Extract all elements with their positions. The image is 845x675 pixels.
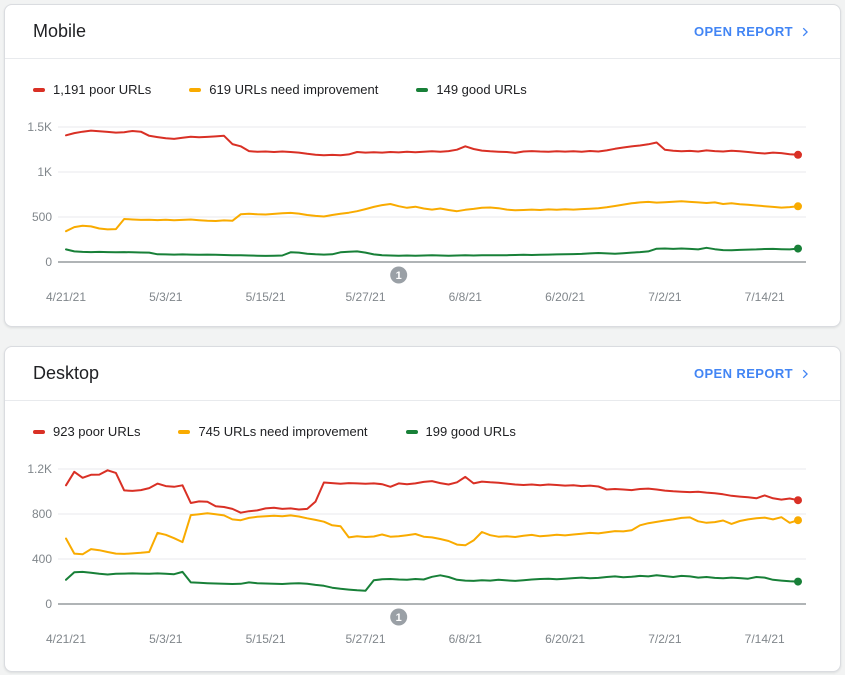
y-axis-label: 400 <box>32 552 52 566</box>
legend-label-good: 199 good URLs <box>425 424 516 439</box>
good-URLs-end-dot <box>794 244 802 253</box>
legend-label-poor: 1,191 poor URLs <box>53 82 152 97</box>
x-axis-label: 7/2/21 <box>648 632 682 646</box>
y-axis-label: 0 <box>45 597 52 611</box>
x-axis-label: 5/3/21 <box>149 632 183 646</box>
legend: 1,191 poor URLs 619 URLs need improvemen… <box>5 59 840 97</box>
x-axis-label: 6/20/21 <box>545 290 585 304</box>
x-axis-label: 6/8/21 <box>449 632 483 646</box>
open-report-label: OPEN REPORT <box>693 24 793 39</box>
good-URLs-end-dot <box>794 577 802 586</box>
x-axis-label: 5/27/21 <box>345 290 385 304</box>
chevron-right-icon <box>802 369 808 378</box>
svg-text:1: 1 <box>396 612 402 624</box>
poor-URLs-line <box>65 469 799 514</box>
legend-label-poor: 923 poor URLs <box>53 424 141 439</box>
x-axis-label: 7/14/21 <box>745 290 785 304</box>
x-axis-label: 6/20/21 <box>545 632 585 646</box>
annotation-marker[interactable]: 1 <box>390 266 408 284</box>
legend-marker-needs-improvement <box>189 87 202 92</box>
URLs-need-improvement-line <box>65 200 799 233</box>
x-axis-label: 6/8/21 <box>449 290 483 304</box>
legend-marker-poor <box>33 429 45 434</box>
annotation-marker[interactable]: 1 <box>390 608 408 626</box>
x-axis-label: 5/27/21 <box>345 632 385 646</box>
card-title: Desktop <box>33 363 100 383</box>
open-report-link[interactable]: OPEN REPORT <box>694 366 814 382</box>
x-axis-label: 5/3/21 <box>149 290 183 304</box>
mobile-cwv-chart[interactable]: 1.5K 1K 500 0 4/21/21 5/3/21 5/15/21 5/27/21 6/8… <box>5 105 840 317</box>
x-axis-label: 4/21/21 <box>46 632 86 646</box>
x-axis-label: 4/21/21 <box>46 290 86 304</box>
legend-item-good: 149 good URLs <box>416 82 527 97</box>
svg-text:1: 1 <box>396 270 402 282</box>
legend-marker-poor <box>33 87 45 92</box>
legend-item-needs-improvement: 745 URLs need improvement <box>178 424 368 439</box>
chevron-right-icon <box>802 27 808 36</box>
y-axis-label: 500 <box>32 210 52 224</box>
y-axis-label: 1.5K <box>27 120 52 134</box>
legend-item-good: 199 good URLs <box>405 424 516 439</box>
URLs-need-improvement-line <box>65 512 799 556</box>
legend-item-needs-improvement: 619 URLs need improvement <box>189 82 378 97</box>
open-report-label: OPEN REPORT <box>693 366 793 381</box>
legend-label-needs-improvement: 619 URLs need improvement <box>209 82 379 97</box>
desktop-cwv-chart[interactable]: 1.2K 800 400 0 4/21/21 5/3/21 5/15/21 5/27/21 6/… <box>5 447 840 659</box>
x-axis-label: 7/2/21 <box>648 290 682 304</box>
legend-marker-good <box>416 87 429 92</box>
y-axis-label: 1K <box>37 165 52 179</box>
legend-item-poor: 923 poor URLs <box>33 424 140 439</box>
URLs-need-improvement-end-dot <box>794 202 802 211</box>
open-report-link[interactable]: OPEN REPORT <box>694 24 814 40</box>
legend-marker-good <box>405 429 418 434</box>
poor-URLs-end-dot <box>794 150 802 159</box>
x-axis-label: 5/15/21 <box>246 290 286 304</box>
x-axis-label: 5/15/21 <box>246 632 286 646</box>
y-axis-label: 800 <box>32 507 52 521</box>
y-axis-label: 0 <box>45 255 52 269</box>
legend-marker-needs-improvement <box>178 429 191 434</box>
desktop-card: Desktop OPEN REPORT 923 poor URLs 745 UR… <box>4 346 841 672</box>
good-URLs-line <box>65 570 799 592</box>
legend-item-poor: 1,191 poor URLs <box>33 82 151 97</box>
legend-label-needs-improvement: 745 URLs need improvement <box>198 424 368 439</box>
legend: 923 poor URLs 745 URLs need improvement … <box>5 401 840 439</box>
mobile-card-header: Mobile OPEN REPORT <box>5 5 840 59</box>
poor-URLs-end-dot <box>794 496 802 505</box>
URLs-need-improvement-end-dot <box>794 516 802 525</box>
desktop-card-header: Desktop OPEN REPORT <box>5 347 840 401</box>
y-axis-label: 1.2K <box>27 462 52 476</box>
legend-label-good: 149 good URLs <box>436 82 527 97</box>
mobile-card: Mobile OPEN REPORT 1,191 poor URLs 619 U… <box>4 4 841 327</box>
good-URLs-line <box>65 246 799 257</box>
x-axis-label: 7/14/21 <box>745 632 785 646</box>
card-title: Mobile <box>33 21 87 41</box>
poor-URLs-line <box>65 129 799 157</box>
